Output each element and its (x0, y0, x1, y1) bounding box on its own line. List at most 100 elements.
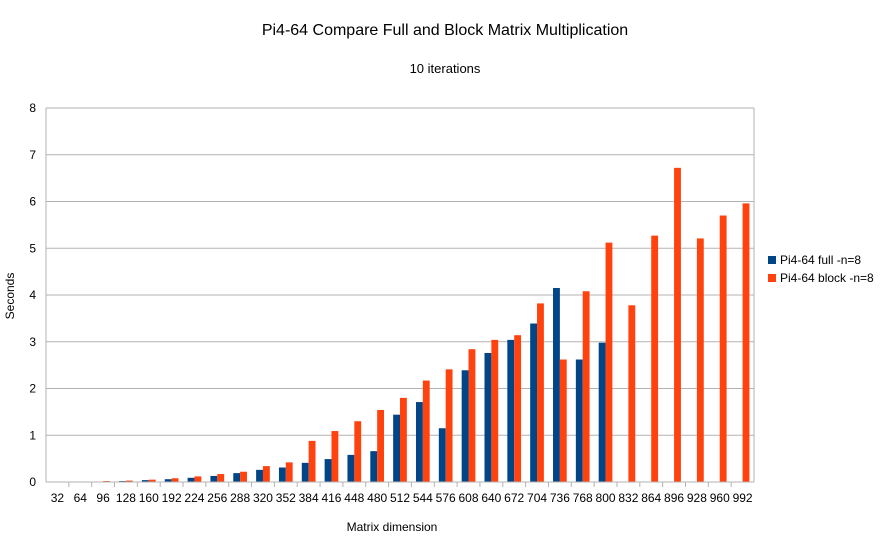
bar-block-640 (491, 339, 499, 482)
x-tick-label: 32 (51, 491, 65, 505)
x-tick-label: 416 (321, 491, 341, 505)
bar-block-448 (354, 421, 362, 482)
bar-block-288 (240, 471, 247, 482)
y-tick-label: 8 (29, 101, 36, 115)
y-tick-label: 6 (29, 195, 36, 209)
x-tick-label: 704 (527, 491, 547, 505)
bar-full-480 (370, 451, 378, 482)
x-tick-label: 736 (550, 491, 570, 505)
legend-label-0: Pi4-64 full -n=8 (780, 253, 861, 267)
x-tick-label: 992 (733, 491, 753, 505)
bar-block-256 (217, 474, 225, 482)
bar-block-384 (308, 440, 316, 482)
bar-block-960 (719, 215, 727, 482)
x-tick-label: 864 (641, 491, 661, 505)
bar-full-608 (461, 370, 469, 482)
x-tick-label: 608 (459, 491, 479, 505)
x-tick-label: 832 (618, 491, 638, 505)
x-tick-label: 896 (664, 491, 684, 505)
bar-block-224 (194, 476, 202, 482)
bar-full-800 (598, 342, 606, 482)
x-tick-label: 320 (253, 491, 273, 505)
y-tick-label: 2 (29, 382, 36, 396)
bar-block-544 (422, 380, 430, 482)
bar-full-672 (507, 339, 515, 482)
x-tick-label: 576 (436, 491, 456, 505)
bar-full-448 (347, 454, 355, 482)
x-tick-label: 800 (596, 491, 616, 505)
x-tick-label: 672 (504, 491, 524, 505)
x-tick-label: 64 (74, 491, 88, 505)
x-axis-ticks: 32 64 96 128 160 192 224 256 288 320 352 384 416 448 4… (46, 481, 754, 505)
bar-block-800 (605, 242, 613, 482)
x-tick-label: 288 (230, 491, 250, 505)
x-tick-label: 256 (207, 491, 227, 505)
x-tick-label: 448 (344, 491, 364, 505)
bar-full-352 (278, 467, 286, 482)
chart-subtitle: 10 iterations (410, 61, 481, 76)
x-axis-label: Matrix dimension (347, 520, 438, 534)
x-tick-label: 640 (481, 491, 501, 505)
bar-block-672 (514, 335, 522, 482)
x-tick-label: 544 (413, 491, 433, 505)
x-tick-label: 768 (573, 491, 593, 505)
bar-block-928 (696, 238, 704, 482)
bar-full-416 (324, 459, 332, 482)
bar-block-992 (742, 203, 750, 482)
y-tick-label: 7 (29, 148, 36, 162)
bar-block-864 (651, 235, 659, 482)
x-tick-label: 960 (710, 491, 730, 505)
bar-full-384 (301, 462, 309, 482)
bar-full-256 (210, 475, 218, 482)
gridlines (45, 107, 755, 483)
bar-full-224 (187, 477, 195, 482)
y-axis-ticks: 0 1 2 3 4 5 6 7 8 (29, 101, 36, 489)
x-tick-label: 128 (116, 491, 136, 505)
bar-full-576 (438, 428, 446, 482)
bar-full-288 (233, 473, 241, 482)
bar-full-640 (484, 352, 492, 482)
bar-block-480 (377, 410, 385, 482)
x-tick-label: 512 (390, 491, 410, 505)
legend-swatch-0 (768, 256, 776, 264)
x-tick-label: 384 (299, 491, 319, 505)
bar-full-768 (575, 359, 583, 482)
bars (96, 167, 750, 482)
legend-label-1: Pi4-64 block -n=8 (780, 271, 874, 285)
bar-full-736 (553, 287, 560, 482)
bar-block-352 (285, 462, 293, 482)
y-tick-label: 5 (29, 241, 36, 255)
y-tick-label: 0 (29, 475, 36, 489)
y-tick-label: 3 (29, 335, 36, 349)
legend: Pi4-64 full -n=8 Pi4-64 block -n=8 (768, 253, 874, 285)
bar-block-896 (674, 167, 681, 482)
bar-block-128 (125, 480, 133, 482)
x-tick-label: 160 (139, 491, 159, 505)
bar-block-160 (148, 479, 156, 482)
bar-full-512 (393, 414, 400, 482)
x-tick-label: 480 (367, 491, 387, 505)
bar-block-736 (559, 359, 567, 482)
y-tick-label: 4 (29, 288, 36, 302)
x-tick-label: 224 (184, 491, 204, 505)
bar-block-512 (400, 397, 407, 482)
chart-title: Pi4-64 Compare Full and Block Matrix Mul… (262, 22, 628, 39)
bar-full-192 (164, 479, 172, 482)
bar-full-160 (141, 480, 149, 482)
bar-block-768 (582, 291, 590, 482)
legend-swatch-1 (768, 274, 776, 282)
x-tick-label: 192 (162, 491, 182, 505)
bar-full-544 (415, 402, 423, 482)
bar-block-192 (171, 478, 179, 482)
bar-block-608 (468, 349, 476, 482)
bar-full-704 (530, 323, 538, 482)
y-axis-label: Seconds (3, 273, 17, 320)
bar-block-416 (331, 431, 339, 482)
x-tick-label: 928 (687, 491, 707, 505)
bar-block-320 (262, 466, 270, 482)
bar-full-320 (256, 469, 263, 482)
bar-block-704 (537, 303, 544, 482)
x-tick-label: 352 (276, 491, 296, 505)
bar-block-576 (445, 369, 453, 482)
